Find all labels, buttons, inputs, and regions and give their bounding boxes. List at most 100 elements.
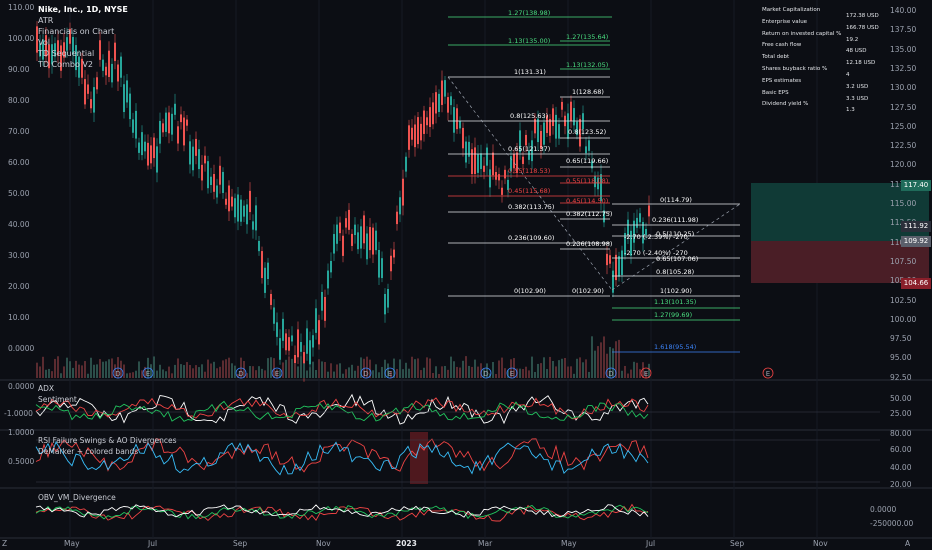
time-axis-label: Nov — [316, 539, 331, 548]
candle-body — [528, 150, 530, 160]
sentiment-title[interactable]: Sentiment — [38, 395, 77, 404]
volume-bar — [111, 358, 113, 378]
event-marker — [360, 367, 372, 379]
candle-body — [291, 335, 293, 342]
fib-label: 0.65(107.06) — [656, 255, 699, 263]
volume-bar — [456, 366, 458, 378]
candle-body — [273, 307, 275, 324]
candle-body — [342, 235, 344, 256]
indicator-td-combo[interactable]: TD Combo V2 — [38, 60, 93, 69]
indicator-financials[interactable]: Financials on Chart — [38, 27, 115, 36]
indicator-td-sequential[interactable]: TD Sequential — [38, 49, 95, 58]
fundamental-row: Enterprise value 166.78 USD — [762, 19, 882, 31]
right-axis-label: 100.00 — [890, 314, 917, 324]
candle-body — [618, 256, 620, 277]
volume-bar — [63, 366, 65, 378]
obv-title[interactable]: OBV_VM_Divergence — [38, 493, 116, 502]
volume-bar — [534, 371, 536, 378]
candle-body — [435, 92, 437, 114]
candle-body — [558, 124, 560, 139]
time-axis-label: Z — [2, 539, 8, 548]
fundamental-value: 19.2 — [846, 36, 859, 43]
volume-bar — [267, 358, 269, 378]
adx-title[interactable]: ADX — [38, 384, 55, 393]
candle-body — [60, 45, 62, 71]
volume-bar — [222, 360, 224, 378]
volume-bar — [591, 336, 593, 378]
candle-body — [261, 251, 263, 279]
candle-body — [159, 120, 161, 144]
candle-body — [525, 134, 527, 146]
candle-body — [294, 355, 296, 369]
fib-label: 0(102.90) — [572, 287, 604, 295]
rsi-title[interactable]: RSI Failure Swings & AO Divergences — [38, 436, 177, 445]
volume-bar — [348, 367, 350, 378]
volume-bar — [321, 361, 323, 378]
volume-bar — [438, 373, 440, 378]
candle-body — [441, 80, 443, 105]
candle-body — [258, 240, 260, 252]
adx-left-top: 0.0000 — [8, 382, 35, 391]
fib-label: 1.27(138.98) — [508, 9, 551, 17]
fib-trend-line — [611, 203, 741, 291]
price-tag: 111.92 — [901, 221, 931, 232]
indicator-vol[interactable]: Vol — [38, 38, 50, 47]
candle-body — [48, 44, 50, 69]
indicator-atr[interactable]: ATR — [38, 16, 54, 25]
volume-bar — [453, 361, 455, 378]
fib-label: 0.45(115.68) — [508, 187, 551, 195]
fundamental-row: Free cash flow 48 USD — [762, 42, 882, 54]
candle-body — [531, 140, 533, 162]
fundamental-label: EPS estimates — [762, 77, 802, 84]
candle-body — [108, 50, 110, 77]
volume-bar — [576, 358, 578, 378]
volume-bar — [195, 365, 197, 378]
symbol-legend[interactable]: Nike, Inc., 1D, NYSE ATR Financials on C… — [38, 4, 128, 70]
candle-body — [222, 171, 224, 193]
left-axis-label: 40.00 — [8, 220, 30, 229]
volume-bar — [357, 365, 359, 378]
candle-body — [597, 177, 599, 190]
fundamental-label: Dividend yield % — [762, 101, 809, 108]
adx-left-mid: -1.0000 — [4, 409, 33, 418]
candle-body — [519, 130, 521, 153]
candle-body — [348, 209, 350, 230]
volume-bar — [540, 363, 542, 378]
candle-body — [207, 161, 209, 189]
time-axis-label: May — [561, 539, 577, 548]
candle-body — [465, 141, 467, 163]
volume-bar — [234, 365, 236, 378]
candle-body — [213, 174, 215, 192]
demarker-line — [35, 440, 649, 476]
candle-body — [306, 328, 308, 354]
candle-body — [483, 165, 485, 172]
left-axis-label: 20.00 — [8, 282, 30, 291]
fib-label: 1.27(99.69) — [654, 311, 693, 319]
volume-bar — [402, 369, 404, 378]
volume-bar — [351, 364, 353, 378]
volume-bar — [87, 373, 89, 378]
volume-bar — [579, 357, 581, 378]
candle-body — [282, 318, 284, 341]
fundamental-label: Shares buyback ratio % — [762, 66, 828, 72]
volume-bar — [483, 369, 485, 378]
demarker-title[interactable]: DeMarker + colored bands — [38, 447, 139, 456]
candle-body — [120, 56, 122, 78]
volume-bar — [333, 371, 335, 378]
candle-body — [198, 149, 200, 170]
volume-bar — [573, 373, 575, 378]
volume-bar — [441, 366, 443, 378]
symbol-title[interactable]: Nike, Inc., 1D, NYSE — [38, 5, 128, 14]
volume-bar — [486, 363, 488, 378]
volume-bar — [354, 370, 356, 378]
candle-body — [510, 156, 512, 172]
volume-bar — [48, 368, 50, 378]
candle-body — [375, 230, 377, 251]
candle-body — [45, 35, 47, 57]
candle-body — [318, 320, 320, 345]
candle-body — [315, 308, 317, 333]
candle-body — [501, 187, 503, 195]
volume-bar — [408, 368, 410, 378]
volume-bar — [345, 369, 347, 378]
